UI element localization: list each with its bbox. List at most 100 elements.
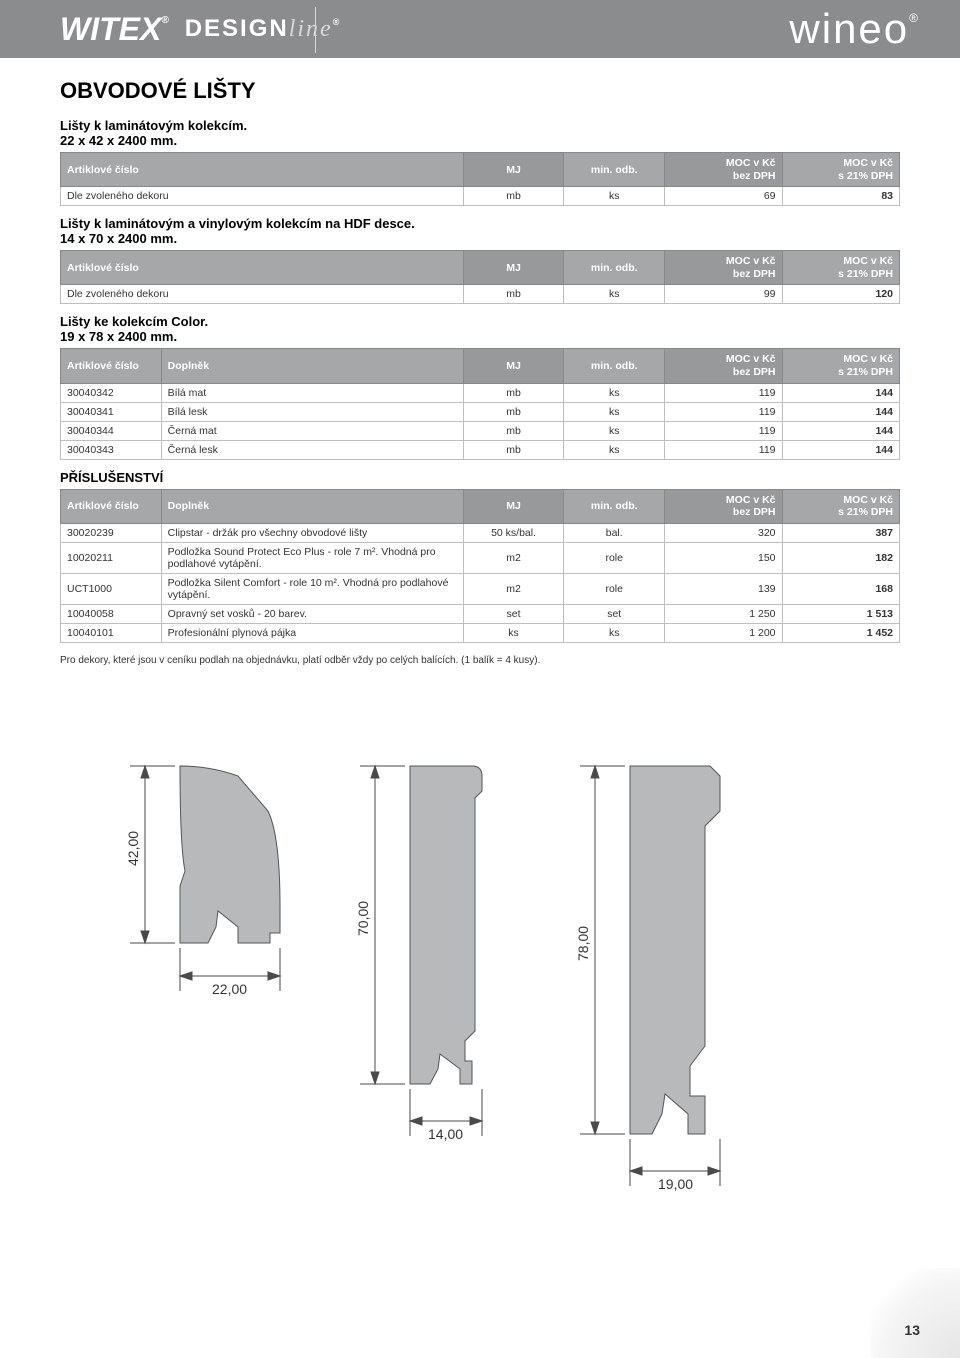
- table-row: 30020239 Clipstar - držák pro všechny ob…: [61, 523, 900, 542]
- cell-article: 30040342: [61, 383, 162, 402]
- brand-wineo: wineo®: [789, 5, 920, 53]
- cell-mj: mb: [463, 187, 564, 206]
- cell-min: ks: [564, 440, 665, 459]
- reg-icon: ®: [161, 15, 168, 26]
- section-title-3: Lišty ke kolekcím Color.: [60, 314, 900, 329]
- cell-min: ks: [564, 623, 665, 642]
- cell-mj: mb: [463, 383, 564, 402]
- brand-witex: WITEX®: [60, 11, 169, 48]
- cell-doplnek: Černá lesk: [161, 440, 463, 459]
- cell-mj: set: [463, 604, 564, 623]
- brand-design-thin: line: [289, 16, 333, 42]
- cell-s: 144: [782, 402, 899, 421]
- cell-bez: 99: [665, 285, 782, 304]
- profiles-svg: 42,00 22,00: [80, 736, 900, 1206]
- cell-article: Dle zvoleného dekoru: [61, 187, 464, 206]
- cell-article: 10040058: [61, 604, 162, 623]
- table-row: 30040342 Bílá mat mb ks 119 144: [61, 383, 900, 402]
- cell-article: 30020239: [61, 523, 162, 542]
- table-row: 10040058 Opravný set vosků - 20 barev. s…: [61, 604, 900, 623]
- cell-doplnek: Podložka Sound Protect Eco Plus - role 7…: [161, 542, 463, 573]
- cell-min: ks: [564, 383, 665, 402]
- cell-article: 10020211: [61, 542, 162, 573]
- cell-min: set: [564, 604, 665, 623]
- cell-bez: 150: [665, 542, 782, 573]
- table-row: Dle zvoleného dekoru mb ks 69 83: [61, 187, 900, 206]
- cell-s: 1 452: [782, 623, 899, 642]
- cell-s: 144: [782, 421, 899, 440]
- col-moc-bez: MOC v Kčbez DPH: [665, 489, 782, 523]
- cell-bez: 119: [665, 402, 782, 421]
- profile-shape-1: [180, 766, 280, 943]
- cell-mj: mb: [463, 440, 564, 459]
- cell-doplnek: Černá mat: [161, 421, 463, 440]
- cell-mj: mb: [463, 421, 564, 440]
- accessories-title: PŘÍSLUŠENSTVÍ: [60, 470, 900, 485]
- left-brands: WITEX® DESIGNline®: [60, 11, 341, 48]
- col-minodb: min. odb.: [564, 349, 665, 383]
- col-minodb: min. odb.: [564, 489, 665, 523]
- section-sub-2: 14 x 70 x 2400 mm.: [60, 231, 900, 246]
- table-row: Artiklové číslo MJ min. odb. MOC v Kčbez…: [61, 251, 900, 285]
- cell-s: 83: [782, 187, 899, 206]
- cell-article: 30040344: [61, 421, 162, 440]
- cell-bez: 1 250: [665, 604, 782, 623]
- cell-s: 144: [782, 440, 899, 459]
- page-title: OBVODOVÉ LIŠTY: [60, 78, 900, 104]
- table-1: Artiklové číslo MJ min. odb. MOC v Kčbez…: [60, 152, 900, 206]
- reg-icon: ®: [909, 11, 920, 25]
- cell-mj: ks: [463, 623, 564, 642]
- dim-label-w1: 22,00: [212, 981, 247, 997]
- col-mj: MJ: [463, 153, 564, 187]
- col-article: Artiklové číslo: [61, 349, 162, 383]
- profile-2: 70,00 14,00: [355, 766, 482, 1142]
- cell-mj: m2: [463, 542, 564, 573]
- col-moc-bez: MOC v Kčbez DPH: [665, 251, 782, 285]
- dim-label-h2: 70,00: [355, 901, 371, 936]
- table-4: Artiklové číslo Doplněk MJ min. odb. MOC…: [60, 489, 900, 643]
- page-corner: [870, 1268, 960, 1358]
- cell-bez: 69: [665, 187, 782, 206]
- table-row: Dle zvoleného dekoru mb ks 99 120: [61, 285, 900, 304]
- cell-bez: 320: [665, 523, 782, 542]
- table-row: 30040344 Černá mat mb ks 119 144: [61, 421, 900, 440]
- cell-s: 144: [782, 383, 899, 402]
- cell-doplnek: Bílá lesk: [161, 402, 463, 421]
- cell-min: ks: [564, 187, 665, 206]
- col-mj: MJ: [463, 349, 564, 383]
- profile-3: 78,00 19,00: [575, 766, 720, 1192]
- profile-shape-3: [630, 766, 720, 1134]
- cell-min: role: [564, 573, 665, 604]
- cell-mj: mb: [463, 402, 564, 421]
- table-row: UCT1000 Podložka Silent Comfort - role 1…: [61, 573, 900, 604]
- header-bar: WITEX® DESIGNline® wineo®: [0, 0, 960, 58]
- brand-design-bold: DESIGN: [185, 15, 289, 42]
- col-article: Artiklové číslo: [61, 251, 464, 285]
- table-row: Artiklové číslo Doplněk MJ min. odb. MOC…: [61, 489, 900, 523]
- dim-label-w2: 14,00: [428, 1126, 463, 1142]
- col-article: Artiklové číslo: [61, 489, 162, 523]
- reg-icon: ®: [333, 17, 342, 27]
- cell-mj: 50 ks/bal.: [463, 523, 564, 542]
- col-minodb: min. odb.: [564, 251, 665, 285]
- cell-s: 1 513: [782, 604, 899, 623]
- table-3: Artiklové číslo Doplněk MJ min. odb. MOC…: [60, 348, 900, 459]
- table-2: Artiklové číslo MJ min. odb. MOC v Kčbez…: [60, 250, 900, 304]
- cell-doplnek: Clipstar - držák pro všechny obvodové li…: [161, 523, 463, 542]
- cell-s: 168: [782, 573, 899, 604]
- col-moc-s: MOC v Kčs 21% DPH: [782, 251, 899, 285]
- cell-article: 30040341: [61, 402, 162, 421]
- col-article: Artiklové číslo: [61, 153, 464, 187]
- profile-diagrams: 42,00 22,00: [60, 736, 900, 1206]
- page-number: 13: [904, 1322, 920, 1338]
- cell-s: 182: [782, 542, 899, 573]
- footnote: Pro dekory, které jsou v ceníku podlah n…: [60, 655, 900, 666]
- section-title-2: Lišty k laminátovým a vinylovým kolekcím…: [60, 216, 900, 231]
- table-row: 30040343 Černá lesk mb ks 119 144: [61, 440, 900, 459]
- cell-min: ks: [564, 402, 665, 421]
- cell-bez: 139: [665, 573, 782, 604]
- dim-label-w3: 19,00: [658, 1176, 693, 1192]
- col-mj: MJ: [463, 251, 564, 285]
- col-moc-s: MOC v Kčs 21% DPH: [782, 489, 899, 523]
- table-row: 30040341 Bílá lesk mb ks 119 144: [61, 402, 900, 421]
